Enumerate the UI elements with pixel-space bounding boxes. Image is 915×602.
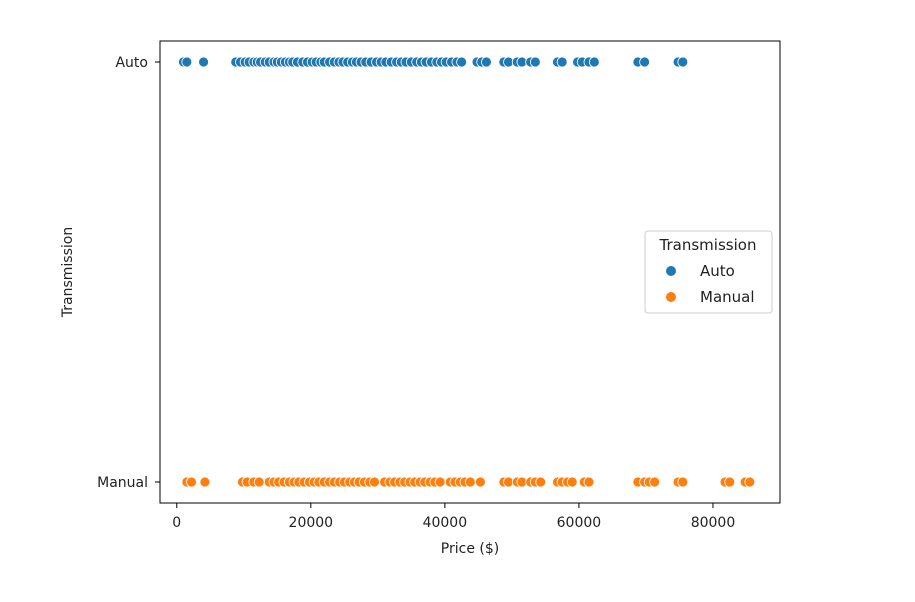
data-point bbox=[744, 476, 756, 488]
y-ticks: Auto Manual bbox=[97, 55, 160, 491]
data-point bbox=[253, 476, 265, 488]
points-layer bbox=[178, 56, 756, 488]
data-point bbox=[535, 476, 547, 488]
x-tick-label: 20000 bbox=[289, 515, 334, 531]
data-point bbox=[199, 476, 211, 488]
data-point bbox=[649, 476, 661, 488]
data-point bbox=[198, 56, 209, 68]
data-point bbox=[529, 56, 541, 68]
data-point bbox=[481, 56, 492, 68]
series-auto bbox=[178, 56, 689, 68]
x-tick-label: 60000 bbox=[557, 515, 602, 531]
data-point bbox=[677, 56, 689, 68]
data-point bbox=[583, 476, 595, 488]
legend-label-auto: Auto bbox=[700, 262, 735, 280]
data-point bbox=[369, 476, 380, 488]
series-manual bbox=[181, 476, 756, 488]
y-axis-label: Transmission bbox=[60, 227, 76, 318]
data-point bbox=[186, 476, 197, 488]
plot-frame bbox=[159, 40, 781, 504]
data-point bbox=[677, 476, 689, 488]
x-tick-label: 0 bbox=[172, 515, 181, 531]
legend-marker-manual bbox=[666, 292, 676, 302]
x-tick-label: 80000 bbox=[691, 515, 736, 531]
data-point bbox=[724, 476, 736, 488]
data-point bbox=[588, 56, 600, 68]
y-tick-label: Manual bbox=[97, 475, 148, 491]
legend: Transmission Auto Manual bbox=[644, 230, 773, 314]
data-point bbox=[464, 476, 476, 488]
data-point bbox=[434, 476, 446, 488]
data-point bbox=[456, 56, 468, 68]
x-axis-label: Price ($) bbox=[441, 541, 499, 557]
x-tick-label: 40000 bbox=[423, 515, 468, 531]
data-point bbox=[474, 476, 486, 488]
data-point bbox=[566, 476, 578, 488]
legend-label-manual: Manual bbox=[700, 288, 755, 306]
data-point bbox=[639, 56, 651, 68]
data-point bbox=[181, 56, 193, 68]
legend-box bbox=[644, 230, 773, 314]
legend-title: Transmission bbox=[659, 236, 757, 254]
data-point bbox=[556, 56, 568, 68]
x-ticks: 0 20000 40000 60000 80000 bbox=[172, 503, 735, 531]
y-tick-label: Auto bbox=[115, 55, 148, 71]
legend-marker-auto bbox=[666, 266, 676, 276]
